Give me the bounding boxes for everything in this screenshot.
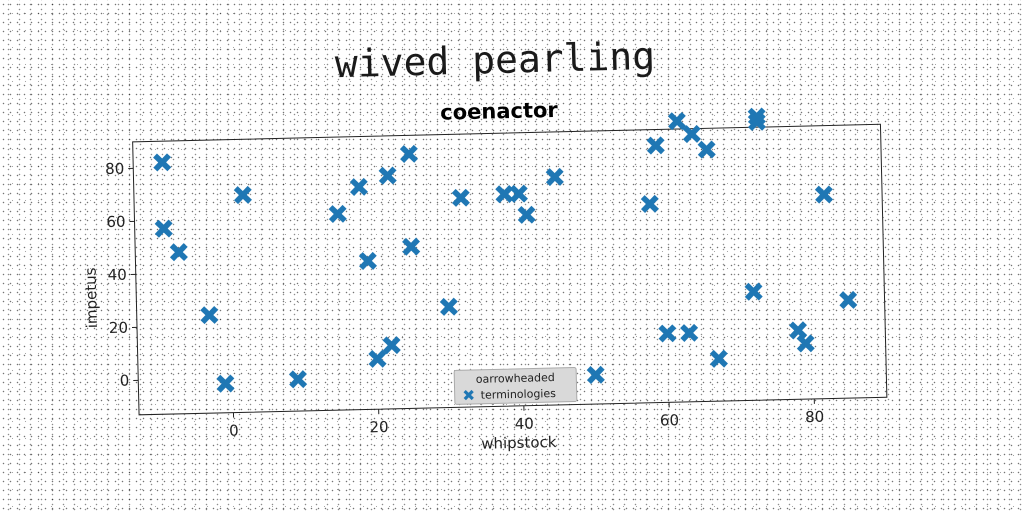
x-tick-label: 20 (369, 418, 389, 436)
data-point (154, 219, 173, 238)
data-point (153, 153, 172, 172)
legend-series-label: terminologies (481, 387, 557, 402)
data-point (328, 204, 347, 224)
data-point (839, 290, 858, 310)
data-point (796, 334, 815, 353)
x-tick-label: 60 (660, 411, 680, 429)
data-point (789, 321, 808, 340)
y-tick-label: 20 (109, 319, 129, 337)
data-point (667, 112, 687, 131)
data-point (378, 166, 397, 185)
data-point (545, 167, 564, 187)
data-markers (153, 107, 858, 393)
data-point (509, 184, 528, 203)
legend-box (453, 367, 578, 405)
legend: oarrowheaded terminologies (453, 367, 578, 405)
data-point (495, 185, 514, 204)
data-point (439, 297, 458, 316)
data-point (747, 112, 766, 131)
y-tick-label: 80 (105, 160, 125, 178)
x-tick-label: 80 (805, 408, 825, 426)
data-point (451, 188, 470, 207)
data-point (682, 124, 701, 144)
data-point (697, 140, 716, 159)
y-axis-ticks: 0 20 40 60 80 (105, 160, 139, 390)
legend-marker-icon (463, 389, 474, 401)
data-point (747, 107, 766, 126)
data-point (399, 144, 419, 164)
data-point (814, 185, 834, 204)
data-point (382, 336, 401, 355)
data-point (233, 185, 252, 205)
data-point (517, 205, 536, 224)
data-point (640, 194, 659, 214)
data-point (288, 370, 308, 389)
y-axis-label: impetus (82, 267, 101, 328)
y-tick-label: 60 (106, 213, 126, 231)
legend-title: oarrowheaded (476, 371, 555, 386)
data-point (709, 349, 728, 368)
y-tick-label: 0 (120, 372, 130, 390)
data-point (216, 374, 235, 393)
data-point (349, 177, 368, 197)
data-point (358, 251, 377, 271)
legend-marker (463, 389, 474, 401)
data-point (586, 365, 605, 384)
chart-title: coenactor (440, 98, 559, 125)
data-point (402, 237, 421, 256)
data-point (368, 349, 387, 368)
x-axis-label: whipstock (481, 433, 557, 453)
x-axis-ticks: 0 20 40 60 80 (229, 398, 825, 440)
x-tick-label: 0 (229, 421, 239, 439)
data-point (744, 282, 763, 301)
data-point (658, 324, 677, 343)
plot-frame (132, 123, 888, 416)
data-point (169, 243, 188, 262)
data-point (200, 305, 219, 325)
data-point (680, 323, 699, 343)
data-point (646, 136, 665, 155)
x-tick-label: 40 (515, 415, 535, 433)
y-tick-label: 40 (107, 266, 127, 284)
